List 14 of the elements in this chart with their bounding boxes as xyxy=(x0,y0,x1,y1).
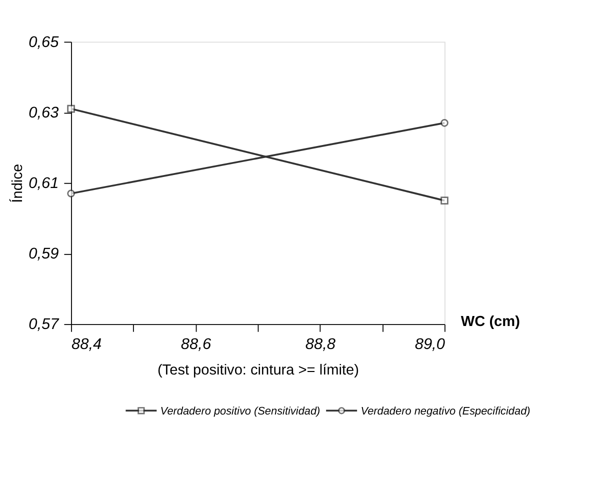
x-axis-title: (Test positivo: cintura >= límite) xyxy=(157,362,359,379)
y-tick-label: 0,61 xyxy=(28,174,59,192)
x-tick-label: 88,4 xyxy=(72,336,102,354)
text: WC (cm) xyxy=(460,314,520,330)
y-tick-label: 0,65 xyxy=(28,34,60,51)
x-tick-label: 89,0 xyxy=(414,336,446,354)
y-tick-label: 0,57 xyxy=(28,316,60,334)
y-axis-title: Índice xyxy=(9,164,26,203)
legend-label: Verdadero negativo (Especificidad) xyxy=(360,405,530,418)
y-tick-label: 0,63 xyxy=(28,104,60,122)
x-tick-label: 88,6 xyxy=(180,336,212,354)
legend-label: Verdadero positivo (Sensitividad) xyxy=(160,405,320,418)
y-tick-label: 0,59 xyxy=(28,246,60,263)
x-tick-label: 88,8 xyxy=(305,336,336,354)
